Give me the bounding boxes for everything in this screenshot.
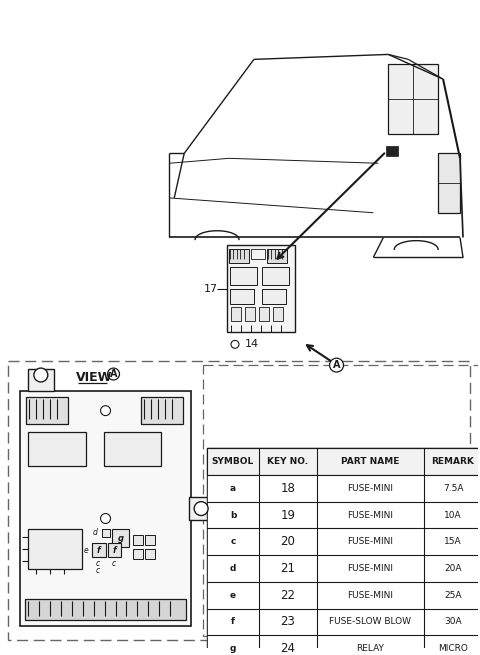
Bar [230,289,254,304]
Bar [438,153,460,213]
Text: c: c [96,567,100,576]
Bar [145,549,156,559]
Text: 21: 21 [280,562,295,575]
Text: FUSE-MINI: FUSE-MINI [348,510,394,519]
Text: c: c [96,559,100,567]
Bar [227,246,295,333]
Bar [111,529,130,547]
Bar [262,289,286,304]
Text: 25A: 25A [444,591,462,600]
Text: PART NAME: PART NAME [341,457,399,466]
Text: A: A [110,369,117,379]
Text: REMARK: REMARK [432,457,475,466]
Text: e: e [83,546,88,555]
Text: MICRO: MICRO [438,644,468,653]
Text: f: f [113,546,116,555]
Text: d: d [93,528,98,537]
Text: 24: 24 [280,642,295,655]
Bar [207,529,480,555]
Text: 7.5A: 7.5A [443,484,463,493]
Text: b: b [230,510,236,519]
Circle shape [194,502,208,515]
Bar [207,608,480,635]
Text: FUSE-MINI: FUSE-MINI [348,537,394,546]
Bar [203,365,480,636]
Bar [251,250,265,259]
Text: f: f [97,546,100,555]
Bar [142,397,183,424]
Text: g: g [230,644,236,653]
Text: 20: 20 [280,535,295,548]
Text: VIEW: VIEW [76,371,113,384]
Circle shape [108,368,120,380]
Bar [26,397,68,424]
Circle shape [231,341,239,348]
Bar [386,147,398,157]
Bar [259,307,269,320]
Text: FUSE-MINI: FUSE-MINI [348,564,394,573]
Bar [102,529,109,537]
Text: 18: 18 [280,482,295,495]
Circle shape [101,514,110,523]
Bar [108,543,121,557]
Bar [207,635,480,655]
Circle shape [101,405,110,415]
Bar [145,535,156,545]
Text: 23: 23 [280,616,295,628]
Bar [388,64,438,134]
Text: FUSE-MINI: FUSE-MINI [348,484,394,493]
Text: c: c [230,537,236,546]
Text: c: c [111,559,116,567]
Bar [28,529,82,569]
Bar [207,502,480,529]
Bar [28,432,85,466]
Text: FUSE-SLOW BLOW: FUSE-SLOW BLOW [329,618,411,626]
Text: 30A: 30A [444,618,462,626]
Bar [273,307,283,320]
Text: e: e [230,591,236,600]
Text: RELAY: RELAY [357,644,384,653]
Bar [92,543,106,557]
Text: a: a [230,484,236,493]
Bar [229,250,249,263]
Circle shape [34,368,48,382]
Bar [207,582,480,608]
Text: A: A [333,360,340,370]
Text: FUSE-MINI: FUSE-MINI [348,591,394,600]
Bar [207,448,480,655]
Bar [207,475,480,502]
Bar [207,448,480,475]
Text: 14: 14 [245,339,259,349]
Bar [262,267,289,285]
Text: KEY NO.: KEY NO. [267,457,308,466]
Bar [20,391,191,626]
Text: f: f [231,618,235,626]
Text: d: d [230,564,236,573]
Bar [8,361,470,640]
Bar [104,432,161,466]
Bar [133,535,144,545]
Text: SYMBOL: SYMBOL [212,457,254,466]
Text: 10A: 10A [444,510,462,519]
Bar [245,307,255,320]
Bar [25,599,186,620]
Text: 20A: 20A [444,564,462,573]
Bar [133,549,144,559]
Text: 19: 19 [280,508,295,521]
Bar [267,250,287,263]
Text: 15A: 15A [444,537,462,546]
Bar [189,496,213,521]
Bar [230,267,257,285]
Bar [207,555,480,582]
Bar [28,369,54,391]
Text: 22: 22 [280,589,295,602]
Text: 17: 17 [204,284,218,294]
Text: g: g [118,534,123,543]
Circle shape [330,358,344,372]
Bar [231,307,241,320]
